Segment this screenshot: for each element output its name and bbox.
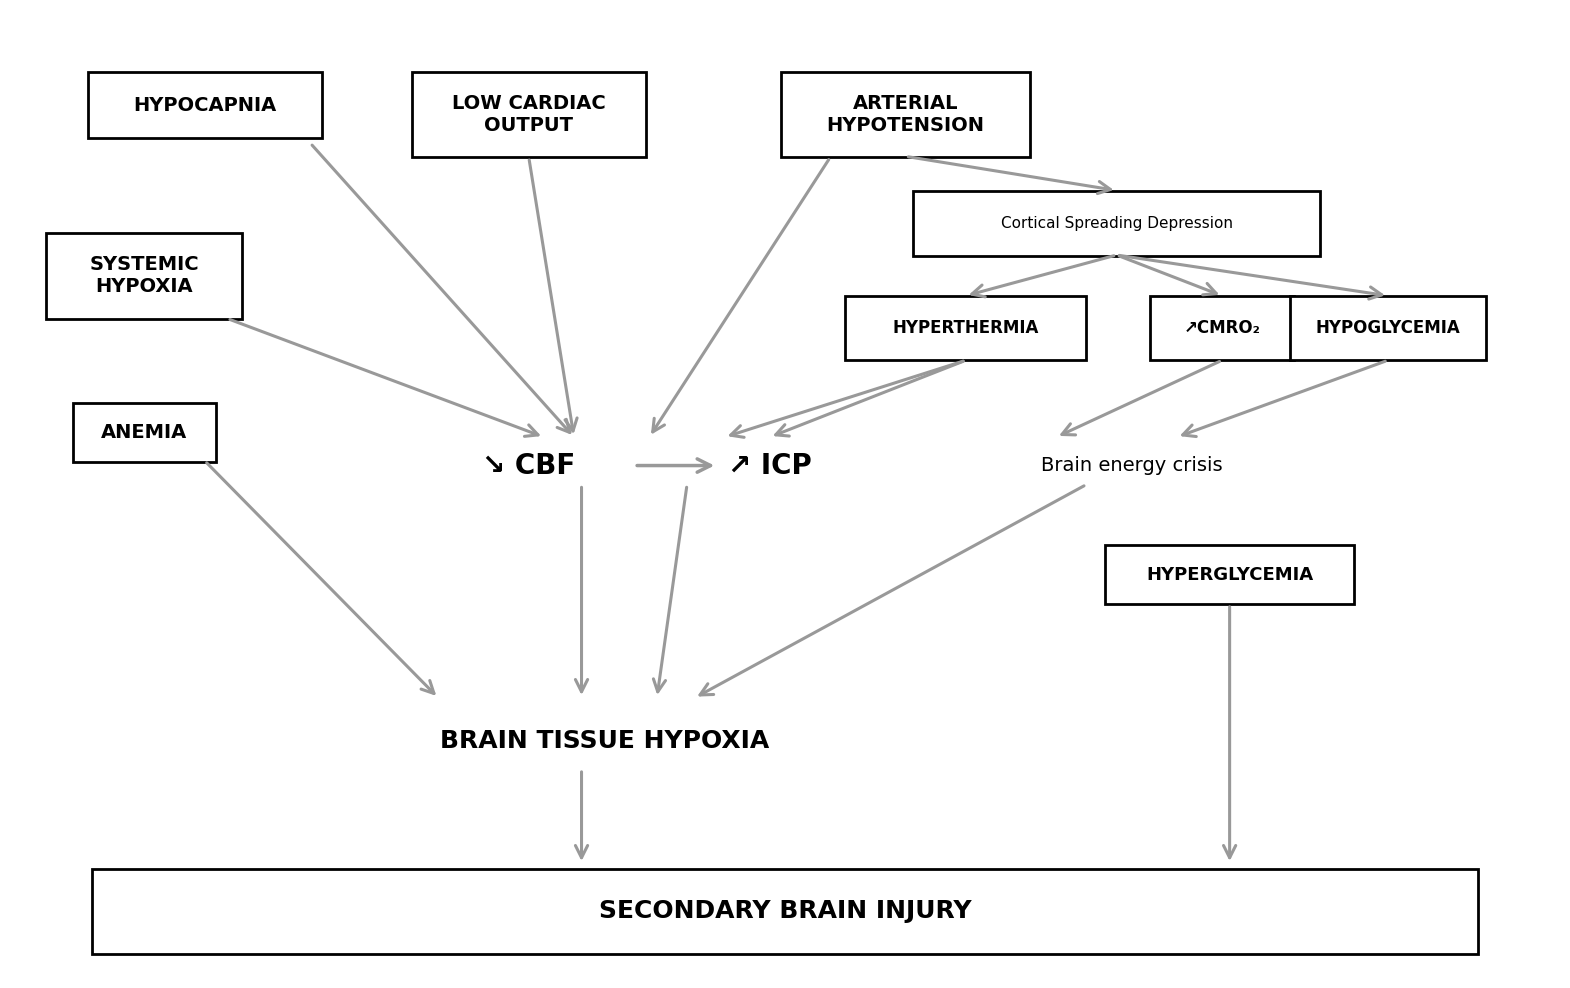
Text: ↘ CBF: ↘ CBF bbox=[482, 452, 575, 479]
FancyBboxPatch shape bbox=[72, 403, 217, 461]
FancyBboxPatch shape bbox=[845, 295, 1086, 361]
Text: ARTERIAL
HYPOTENSION: ARTERIAL HYPOTENSION bbox=[826, 94, 984, 135]
Text: ANEMIA: ANEMIA bbox=[102, 423, 187, 442]
Text: Brain energy crisis: Brain energy crisis bbox=[1041, 456, 1223, 475]
FancyBboxPatch shape bbox=[411, 72, 645, 157]
Text: ↗ ICP: ↗ ICP bbox=[728, 452, 812, 479]
FancyBboxPatch shape bbox=[91, 868, 1479, 954]
Text: HYPERGLYCEMIA: HYPERGLYCEMIA bbox=[1146, 565, 1313, 584]
Text: Cortical Spreading Depression: Cortical Spreading Depression bbox=[1000, 216, 1232, 231]
FancyBboxPatch shape bbox=[47, 233, 242, 318]
Text: HYPOGLYCEMIA: HYPOGLYCEMIA bbox=[1316, 319, 1460, 337]
Text: SECONDARY BRAIN INJURY: SECONDARY BRAIN INJURY bbox=[598, 899, 972, 924]
FancyBboxPatch shape bbox=[1291, 295, 1485, 361]
Text: BRAIN TISSUE HYPOXIA: BRAIN TISSUE HYPOXIA bbox=[440, 728, 769, 753]
Text: HYPOCAPNIA: HYPOCAPNIA bbox=[133, 96, 276, 115]
FancyBboxPatch shape bbox=[1151, 295, 1294, 361]
FancyBboxPatch shape bbox=[1105, 545, 1353, 604]
Text: ↗CMRO₂: ↗CMRO₂ bbox=[1184, 319, 1261, 337]
FancyBboxPatch shape bbox=[914, 192, 1320, 256]
FancyBboxPatch shape bbox=[88, 72, 322, 138]
Text: SYSTEMIC
HYPOXIA: SYSTEMIC HYPOXIA bbox=[89, 255, 199, 296]
Text: LOW CARDIAC
OUTPUT: LOW CARDIAC OUTPUT bbox=[452, 94, 606, 135]
Text: HYPERTHERMIA: HYPERTHERMIA bbox=[893, 319, 1039, 337]
FancyBboxPatch shape bbox=[782, 72, 1030, 157]
